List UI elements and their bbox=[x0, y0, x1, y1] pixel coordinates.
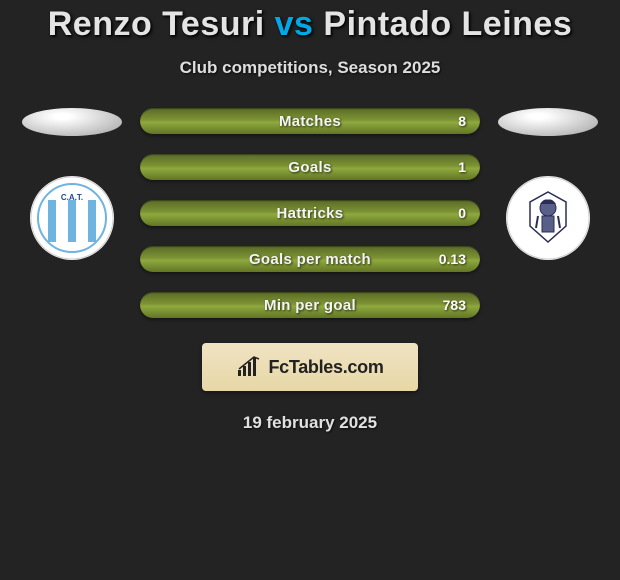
main-content: C.A.T. Matches 8 Goals 1 Hattricks 0 Goa… bbox=[0, 108, 620, 318]
stat-value: 0.13 bbox=[439, 251, 466, 267]
bars-icon bbox=[236, 356, 264, 378]
gimnasia-icon bbox=[506, 176, 590, 260]
vs-text: vs bbox=[265, 5, 324, 43]
stat-value: 1 bbox=[458, 159, 466, 175]
stat-label: Goals per match bbox=[140, 251, 480, 268]
date-text: 19 february 2025 bbox=[0, 413, 620, 433]
stat-label: Goals bbox=[140, 159, 480, 176]
right-side bbox=[498, 108, 598, 260]
player1-club-badge: C.A.T. bbox=[30, 176, 114, 260]
player2-photo-placeholder bbox=[498, 108, 598, 136]
player2-club-badge bbox=[506, 176, 590, 260]
stats-list: Matches 8 Goals 1 Hattricks 0 Goals per … bbox=[140, 108, 480, 318]
stat-label: Min per goal bbox=[140, 297, 480, 314]
stat-label: Matches bbox=[140, 113, 480, 130]
player2-name: Pintado Leines bbox=[323, 5, 572, 43]
stat-row: Min per goal 783 bbox=[140, 292, 480, 318]
stat-value: 783 bbox=[443, 297, 466, 313]
stat-value: 8 bbox=[458, 113, 466, 129]
stat-row: Matches 8 bbox=[140, 108, 480, 134]
comparison-card: Renzo Tesuri vs Pintado Leines Club comp… bbox=[0, 0, 620, 433]
stat-row: Goals 1 bbox=[140, 154, 480, 180]
left-side: C.A.T. bbox=[22, 108, 122, 260]
stat-row: Goals per match 0.13 bbox=[140, 246, 480, 272]
brand-link[interactable]: FcTables.com bbox=[202, 343, 418, 391]
stat-label: Hattricks bbox=[140, 205, 480, 222]
page-title: Renzo Tesuri vs Pintado Leines bbox=[0, 5, 620, 44]
subtitle: Club competitions, Season 2025 bbox=[0, 58, 620, 78]
player1-photo-placeholder bbox=[22, 108, 122, 136]
stat-row: Hattricks 0 bbox=[140, 200, 480, 226]
player1-name: Renzo Tesuri bbox=[48, 5, 265, 43]
brand-text: FcTables.com bbox=[268, 357, 383, 378]
atletico-tucuman-icon: C.A.T. bbox=[30, 176, 114, 260]
svg-text:C.A.T.: C.A.T. bbox=[61, 193, 83, 202]
stat-value: 0 bbox=[458, 205, 466, 221]
